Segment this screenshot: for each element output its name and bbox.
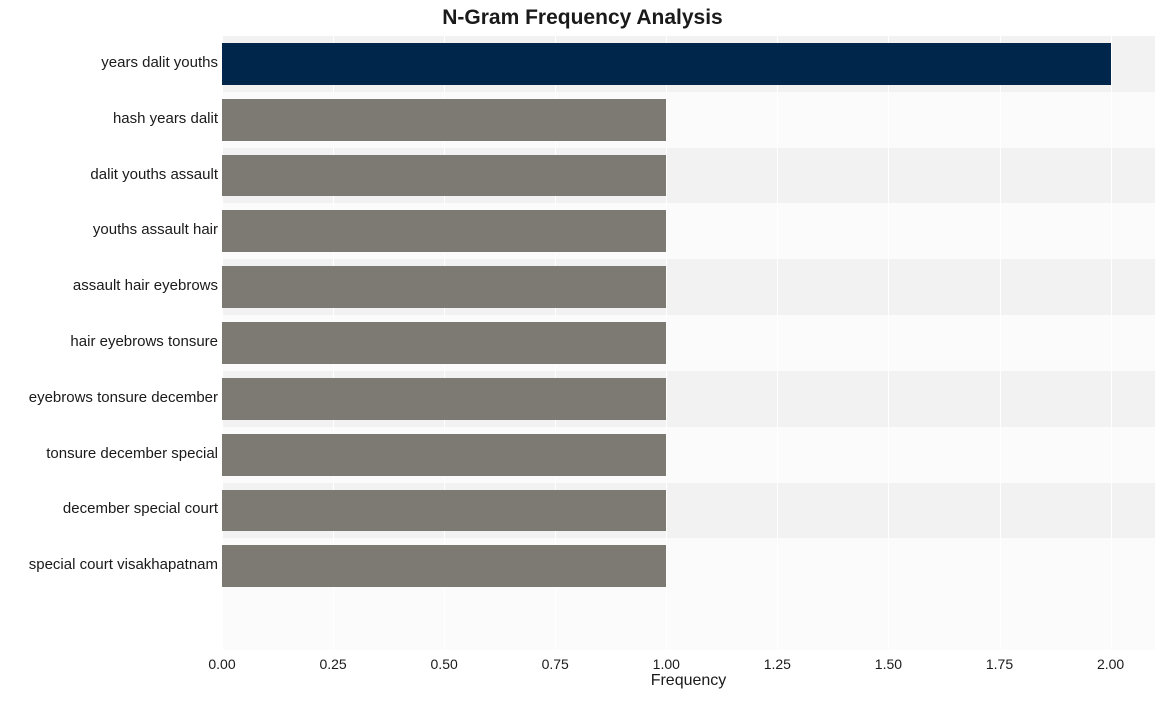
y-tick-label: december special court	[0, 500, 218, 517]
plot-area	[222, 36, 1155, 650]
x-tick-label: 0.50	[431, 656, 458, 672]
grid-vline	[1111, 36, 1112, 650]
x-tick-label: 2.00	[1097, 656, 1124, 672]
x-tick-label: 0.75	[542, 656, 569, 672]
bar	[222, 155, 666, 197]
bar	[222, 266, 666, 308]
y-tick-label: years dalit youths	[0, 54, 218, 71]
bar	[222, 322, 666, 364]
ngram-chart: N-Gram Frequency Analysis years dalit yo…	[0, 0, 1165, 701]
chart-title: N-Gram Frequency Analysis	[0, 6, 1165, 30]
grid-vline	[666, 36, 667, 650]
y-tick-label: hair eyebrows tonsure	[0, 333, 218, 350]
grid-vline	[888, 36, 889, 650]
x-tick-label: 0.25	[319, 656, 346, 672]
x-tick-label: 0.00	[208, 656, 235, 672]
bar	[222, 490, 666, 532]
y-tick-label: dalit youths assault	[0, 166, 218, 183]
bar	[222, 43, 1111, 85]
y-axis: years dalit youths hash years dalit dalit …	[0, 36, 218, 650]
x-tick-label: 1.75	[986, 656, 1013, 672]
y-tick-label: youths assault hair	[0, 221, 218, 238]
grid-vline	[777, 36, 778, 650]
y-tick-label: tonsure december special	[0, 445, 218, 462]
bar	[222, 99, 666, 141]
x-tick-label: 1.50	[875, 656, 902, 672]
grid-vline	[1000, 36, 1001, 650]
bar	[222, 434, 666, 476]
y-tick-label: eyebrows tonsure december	[0, 389, 218, 406]
bar	[222, 545, 666, 587]
y-tick-label: assault hair eyebrows	[0, 277, 218, 294]
bar	[222, 378, 666, 420]
y-tick-label: special court visakhapatnam	[0, 556, 218, 573]
y-tick-label: hash years dalit	[0, 110, 218, 127]
x-axis-label: Frequency	[222, 672, 1155, 690]
bar	[222, 210, 666, 252]
x-tick-label: 1.00	[653, 656, 680, 672]
x-tick-label: 1.25	[764, 656, 791, 672]
